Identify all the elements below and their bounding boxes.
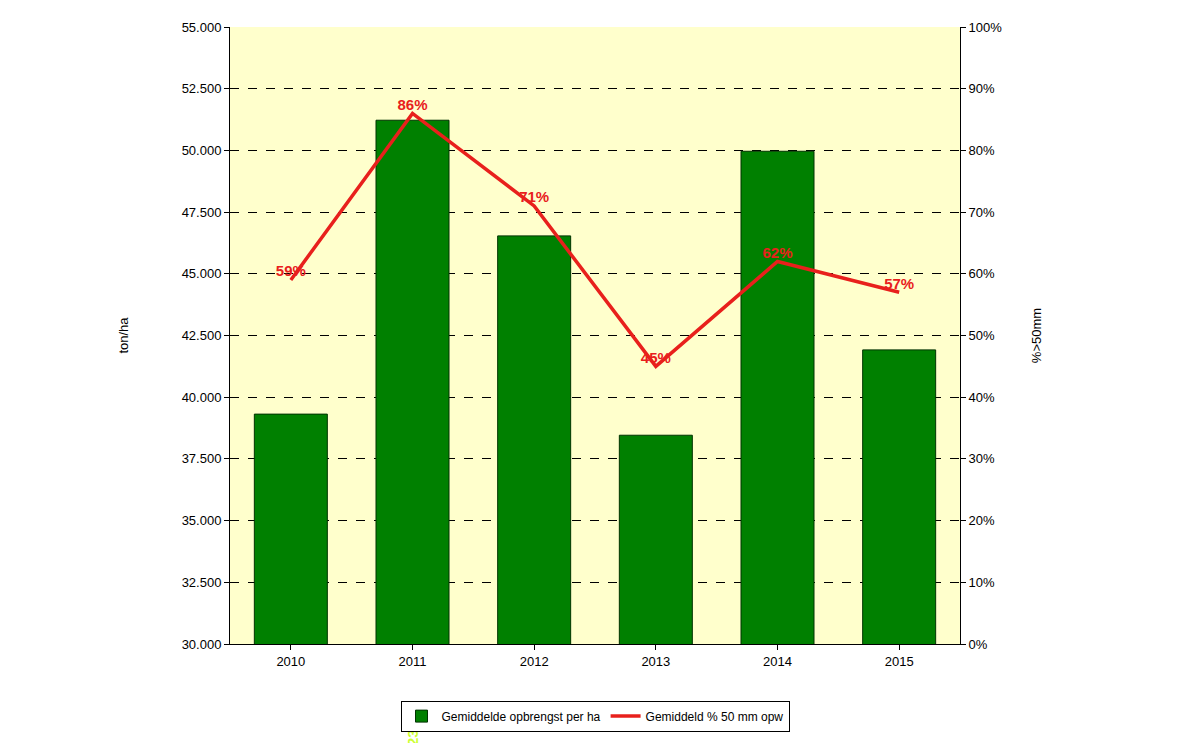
- svg-text:52.500: 52.500: [182, 81, 222, 96]
- svg-text:2013: 2013: [641, 654, 670, 669]
- svg-text:2015: 2015: [885, 654, 914, 669]
- svg-text:2012: 2012: [520, 654, 549, 669]
- svg-text:70%: 70%: [969, 205, 995, 220]
- svg-text:Gemiddelde opbrengst per ha: Gemiddelde opbrengst per ha: [442, 710, 601, 724]
- svg-text:57%: 57%: [884, 275, 914, 292]
- svg-text:45.000: 45.000: [182, 266, 222, 281]
- svg-text:62%: 62%: [762, 244, 792, 261]
- svg-text:Gemiddeld % 50 mm opw: Gemiddeld % 50 mm opw: [646, 710, 784, 724]
- svg-text:20%: 20%: [969, 513, 995, 528]
- svg-text:100%: 100%: [969, 20, 1003, 35]
- svg-text:2011: 2011: [399, 654, 427, 669]
- svg-text:35.000: 35.000: [182, 513, 222, 528]
- svg-text:71%: 71%: [519, 188, 549, 205]
- svg-text:55.000: 55.000: [182, 20, 222, 35]
- svg-text:2010: 2010: [276, 654, 305, 669]
- svg-text:42.500: 42.500: [182, 328, 222, 343]
- svg-text:32.500: 32.500: [182, 575, 222, 590]
- svg-text:2014: 2014: [763, 654, 792, 669]
- svg-text:%>50mm: %>50mm: [1029, 308, 1044, 363]
- svg-text:0%: 0%: [969, 637, 988, 652]
- svg-text:30.000: 30.000: [182, 637, 222, 652]
- svg-text:50.000: 50.000: [182, 143, 222, 158]
- svg-text:50%: 50%: [969, 328, 995, 343]
- svg-text:45%: 45%: [641, 349, 671, 366]
- svg-text:ton/ha: ton/ha: [116, 317, 131, 354]
- svg-text:86%: 86%: [397, 96, 427, 113]
- svg-text:30%: 30%: [969, 451, 995, 466]
- svg-text:40.000: 40.000: [182, 390, 222, 405]
- svg-text:47.500: 47.500: [182, 205, 222, 220]
- svg-text:90%: 90%: [969, 81, 995, 96]
- svg-text:59%: 59%: [276, 262, 306, 279]
- svg-text:10%: 10%: [969, 575, 995, 590]
- svg-text:40%: 40%: [969, 390, 995, 405]
- svg-text:80%: 80%: [969, 143, 995, 158]
- svg-text:37.500: 37.500: [182, 451, 222, 466]
- svg-text:60%: 60%: [969, 266, 995, 281]
